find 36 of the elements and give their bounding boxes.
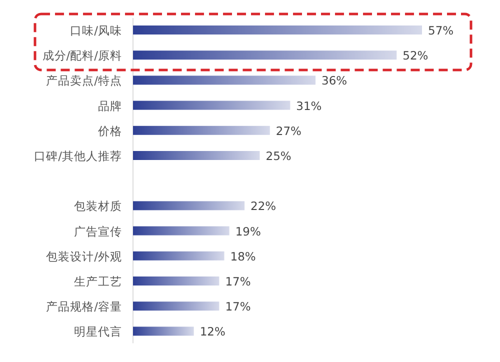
y-tick-label: 口碑/其他人推荐	[34, 149, 122, 163]
data-label: 17%	[225, 300, 251, 314]
data-label: 36%	[322, 74, 348, 88]
data-label: 19%	[235, 224, 261, 238]
data-label: 17%	[225, 274, 251, 288]
data-label: 25%	[266, 149, 292, 163]
y-tick-label: 包装材质	[74, 199, 122, 214]
data-label: 27%	[276, 124, 302, 138]
data-label: 31%	[296, 98, 322, 113]
y-tick-label: 生产工艺	[74, 274, 122, 288]
y-tick-label: 包装设计/外观	[46, 249, 122, 264]
y-tick-label: 口味/风味	[70, 24, 122, 38]
data-label: 12%	[200, 324, 226, 339]
bar	[133, 251, 224, 260]
bar	[133, 126, 270, 135]
bar	[133, 201, 245, 210]
bar	[133, 226, 230, 236]
bar	[133, 151, 260, 160]
data-label: 52%	[402, 48, 428, 63]
y-tick-label: 广告宣传	[74, 224, 122, 238]
bar	[133, 100, 290, 110]
y-tick-label: 价格	[97, 124, 122, 138]
bar	[133, 326, 194, 336]
bar	[133, 26, 422, 34]
data-label: 22%	[250, 199, 276, 214]
y-tick-label: 明星代言	[74, 324, 122, 339]
y-tick-label: 产品规格/容量	[46, 300, 122, 314]
bar	[133, 302, 220, 311]
y-tick-label: 品牌	[98, 98, 122, 113]
bar	[133, 276, 220, 286]
data-label: 18%	[230, 249, 256, 264]
bar	[133, 50, 397, 60]
y-tick-label: 产品卖点/特点	[46, 74, 122, 88]
y-tick-label: 成分/配料/原料	[42, 48, 122, 63]
bar	[133, 76, 316, 85]
data-label: 57%	[428, 24, 454, 38]
